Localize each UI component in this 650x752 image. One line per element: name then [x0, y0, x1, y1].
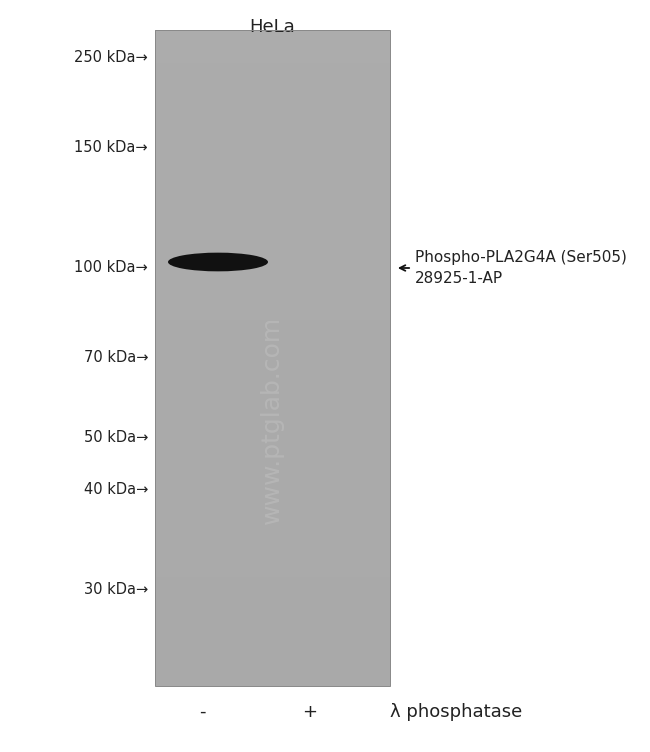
Text: 40 kDa→: 40 kDa→ — [84, 483, 148, 498]
Text: Phospho-PLA2G4A (Ser505)
28925-1-AP: Phospho-PLA2G4A (Ser505) 28925-1-AP — [415, 250, 627, 286]
Ellipse shape — [174, 255, 262, 269]
Ellipse shape — [183, 256, 253, 268]
Text: 70 kDa→: 70 kDa→ — [83, 350, 148, 365]
Text: +: + — [302, 703, 317, 721]
Text: 50 kDa→: 50 kDa→ — [84, 430, 148, 445]
Text: λ phosphatase: λ phosphatase — [390, 703, 522, 721]
Text: -: - — [199, 703, 205, 721]
Text: 100 kDa→: 100 kDa→ — [74, 260, 148, 275]
Ellipse shape — [193, 258, 243, 266]
Bar — [155, 30, 390, 686]
Text: 150 kDa→: 150 kDa→ — [74, 141, 148, 156]
Text: 30 kDa→: 30 kDa→ — [84, 583, 148, 598]
Text: 250 kDa→: 250 kDa→ — [74, 50, 148, 65]
Text: www.ptglab.com: www.ptglab.com — [260, 316, 284, 524]
Text: HeLa: HeLa — [249, 18, 295, 36]
Ellipse shape — [168, 253, 268, 271]
